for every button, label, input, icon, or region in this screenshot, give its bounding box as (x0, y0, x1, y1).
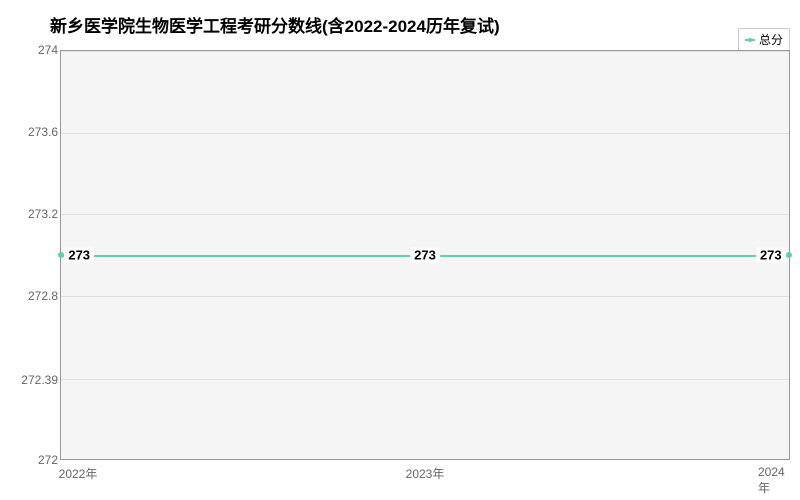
y-tick-label: 272.39 (21, 373, 58, 387)
x-tick-label: 2023年 (406, 465, 445, 482)
chart-title: 新乡医学院生物医学工程考研分数线(含2022-2024历年复试) (50, 12, 500, 37)
y-tick-label: 274 (38, 43, 58, 57)
legend-label: 总分 (759, 31, 783, 48)
chart-container: 新乡医学院生物医学工程考研分数线(含2022-2024历年复试) 总分 273 … (0, 0, 800, 500)
grid-line (61, 214, 789, 215)
x-tick-label: 2022年 (59, 465, 98, 482)
x-tick-label: 2024年 (758, 465, 786, 496)
legend-marker (745, 39, 755, 41)
y-tick-label: 272.8 (28, 289, 58, 303)
plot-area: 273 273 273 (60, 50, 790, 460)
data-point-2024 (786, 252, 792, 258)
y-tick-label: 273.6 (28, 125, 58, 139)
grid-line (61, 296, 789, 297)
y-tick-label: 272 (38, 453, 58, 467)
data-label-2023: 273 (410, 248, 440, 263)
data-label-2024: 273 (756, 248, 786, 263)
grid-line (61, 133, 789, 134)
y-tick-label: 273.2 (28, 207, 58, 221)
grid-line (61, 51, 789, 52)
legend: 总分 (738, 28, 790, 51)
data-point-2022 (58, 252, 64, 258)
grid-line (61, 379, 789, 380)
data-label-2022: 273 (64, 248, 94, 263)
